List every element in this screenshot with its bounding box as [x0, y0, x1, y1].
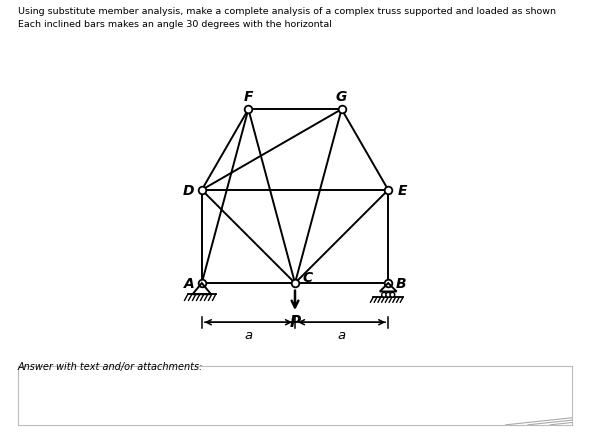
Text: F: F — [244, 90, 253, 104]
Text: Each inclined bars makes an angle 30 degrees with the horizontal: Each inclined bars makes an angle 30 deg… — [18, 20, 332, 29]
Text: a: a — [244, 328, 253, 341]
Circle shape — [382, 293, 386, 297]
Text: P: P — [290, 314, 300, 329]
Text: Answer with text and/or attachments:: Answer with text and/or attachments: — [18, 361, 203, 371]
Text: G: G — [336, 90, 348, 104]
Text: E: E — [398, 184, 407, 198]
Text: D: D — [183, 184, 195, 198]
Text: B: B — [396, 276, 407, 290]
Text: Using substitute member analysis, make a complete analysis of a complex truss su: Using substitute member analysis, make a… — [18, 7, 556, 16]
Text: a: a — [337, 328, 346, 341]
Text: C: C — [302, 270, 312, 284]
Circle shape — [390, 293, 395, 297]
Text: A: A — [184, 276, 195, 290]
Circle shape — [386, 293, 391, 297]
